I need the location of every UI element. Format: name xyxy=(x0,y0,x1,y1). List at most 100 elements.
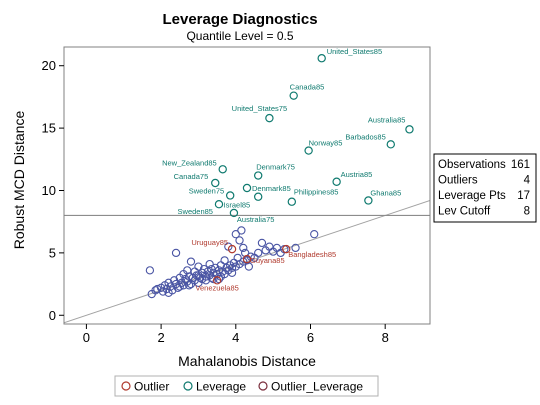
data-point-leverage xyxy=(242,183,252,193)
data-point-leverage xyxy=(304,146,313,155)
x-tick-label: 0 xyxy=(83,330,90,345)
legend-marker-leverage xyxy=(183,381,193,391)
point-label-outlier: Venezuela85 xyxy=(195,283,238,292)
y-axis-label: Robust MCD Distance xyxy=(11,111,27,250)
data-point-normal xyxy=(291,243,300,253)
data-point-normal xyxy=(196,273,205,282)
data-point-normal xyxy=(244,262,254,271)
chart-subtitle: Quantile Level = 0.5 xyxy=(186,29,293,43)
legend-frame xyxy=(114,375,379,397)
x-tick-label: 6 xyxy=(307,330,314,345)
point-label-leverage: Norway85 xyxy=(309,139,343,148)
point-label-leverage: United_States75 xyxy=(232,104,287,113)
data-point-leverage xyxy=(218,165,227,174)
y-tick-label: 5 xyxy=(49,245,56,260)
data-point-normal xyxy=(205,259,214,269)
data-point-leverage xyxy=(265,113,274,123)
stat-value: 161 xyxy=(511,159,530,171)
x-tick-label: 8 xyxy=(382,330,389,345)
data-point-normal xyxy=(184,281,194,290)
data-point-normal xyxy=(145,266,155,275)
data-point-outlier xyxy=(282,244,291,254)
point-label-outlier: Uruguay85 xyxy=(191,238,228,247)
data-point-leverage xyxy=(225,191,235,200)
data-point-normal xyxy=(153,284,162,294)
point-label-leverage: Australia75 xyxy=(237,215,275,224)
legend: Outlier Leverage Outlier_Leverage xyxy=(114,375,379,397)
plot-area: 0 2 4 6 8 0 5 10 15 20 United_States85 Canada85 Unit… xyxy=(42,46,431,345)
data-point-normal xyxy=(194,271,203,280)
data-point-normal xyxy=(214,274,224,284)
point-label-leverage: Canada85 xyxy=(290,83,325,92)
data-point-normal xyxy=(194,262,203,271)
stat-value: 8 xyxy=(524,206,530,218)
data-point-normal xyxy=(186,257,196,266)
data-point-normal xyxy=(231,230,240,239)
y-tick-label: 0 xyxy=(49,308,56,323)
stats-inset-box: Observations 161 Outliers 4 Leverage Pts 17 Le… xyxy=(433,153,537,223)
chart-title: Leverage Diagnostics xyxy=(162,11,317,28)
data-point-leverage xyxy=(289,91,298,100)
stat-value: 17 xyxy=(517,190,530,202)
data-point-normal xyxy=(171,248,181,258)
point-label-outlier: Bangladesh85 xyxy=(288,250,336,259)
data-point-leverage xyxy=(332,177,341,186)
stat-label: Leverage Pts xyxy=(438,190,506,202)
data-point-leverage xyxy=(386,140,395,149)
stat-value: 4 xyxy=(524,175,531,187)
legend-label-outlier: Outlier xyxy=(134,380,169,394)
point-label-leverage: Philippines85 xyxy=(294,188,339,197)
point-label-leverage: Barbados85 xyxy=(345,132,385,141)
data-point-leverage xyxy=(214,200,224,209)
x-tick-label: 2 xyxy=(157,330,164,345)
legend-marker-outlier_leverage xyxy=(258,381,268,391)
point-label-outlier: Guyana85 xyxy=(250,256,285,265)
point-label-leverage: New_Zealand85 xyxy=(162,158,217,167)
x-axis-label: Mahalanobis Distance xyxy=(178,353,316,369)
data-point-normal xyxy=(237,226,246,235)
stats-box-frame xyxy=(433,153,537,223)
y-tick-label: 20 xyxy=(42,58,56,73)
data-point-outlier xyxy=(227,244,237,254)
data-point-leverage xyxy=(211,178,220,188)
data-point-leverage xyxy=(364,196,373,205)
data-point-normal xyxy=(227,268,237,277)
point-label-leverage: Israel85 xyxy=(224,201,251,210)
x-tick-label: 4 xyxy=(232,330,239,345)
point-label-leverage: Denmark75 xyxy=(256,163,295,172)
data-point-leverage xyxy=(229,208,239,218)
data-point-normal xyxy=(164,288,173,297)
point-label-leverage: Austria85 xyxy=(341,170,373,179)
data-point-leverage xyxy=(405,125,414,134)
data-point-outlier xyxy=(212,276,222,285)
stat-label: Outliers xyxy=(438,175,478,187)
data-point-normal xyxy=(227,263,237,273)
data-point-leverage xyxy=(287,197,297,206)
data-point-normal xyxy=(207,264,216,274)
data-point-leverage xyxy=(254,192,263,201)
y-tick-label: 10 xyxy=(42,183,56,198)
y-tick-label: 15 xyxy=(42,121,56,136)
point-label-leverage: Sweden85 xyxy=(178,207,213,216)
legend-label-outlier_leverage: Outlier_Leverage xyxy=(271,380,363,394)
legend-marker-outlier xyxy=(121,381,131,391)
data-point-leverage xyxy=(254,171,263,180)
stat-label: Lev Cutoff xyxy=(438,206,491,218)
point-label-leverage: United_States85 xyxy=(327,47,382,56)
point-label-leverage: Sweden75 xyxy=(189,186,224,195)
data-point-normal xyxy=(235,236,244,245)
plot-background xyxy=(64,47,430,324)
data-point-leverage xyxy=(317,54,326,63)
data-point-normal xyxy=(254,248,263,258)
point-label-leverage: Ghana85 xyxy=(370,188,401,197)
plot-frame xyxy=(63,46,431,325)
data-point-normal xyxy=(257,238,267,248)
data-point-outlier xyxy=(242,254,252,264)
data-point-normal xyxy=(310,230,319,239)
data-point-normal xyxy=(220,256,229,265)
point-label-leverage: Canada75 xyxy=(174,172,209,181)
point-label-leverage: Australia85 xyxy=(368,115,406,124)
legend-label-leverage: Leverage xyxy=(196,380,246,394)
point-label-leverage: Denmark85 xyxy=(252,184,291,193)
